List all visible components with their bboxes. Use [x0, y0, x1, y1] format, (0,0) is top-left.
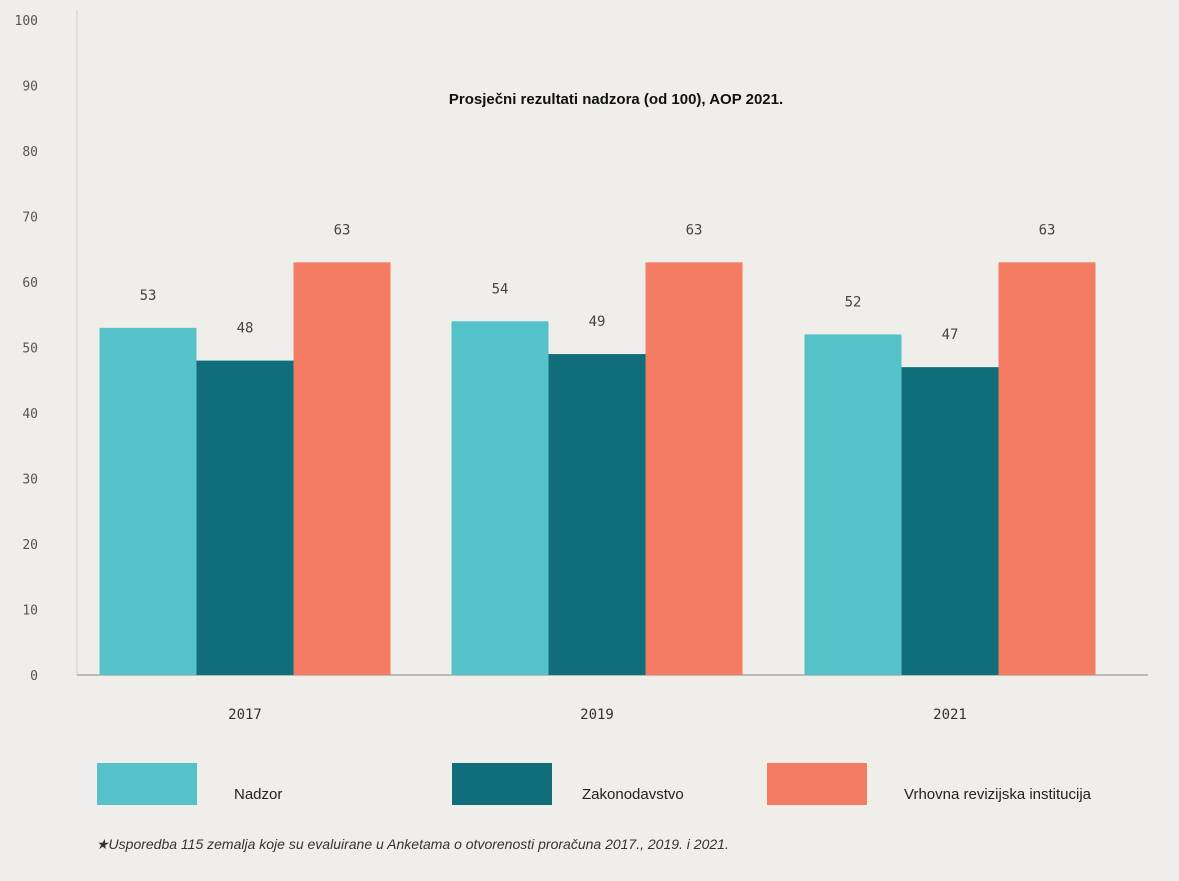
bar: [99, 327, 197, 675]
bar: [998, 262, 1096, 675]
y-tick-label: 0: [30, 669, 38, 684]
legend-label: Zakonodavstvo: [582, 786, 684, 803]
data-label: 63: [1039, 222, 1056, 238]
bar: [645, 262, 743, 675]
bar: [451, 321, 549, 675]
data-label: 52: [845, 294, 862, 310]
legend-label: Nadzor: [234, 786, 283, 803]
footnote: ★Usporedba 115 zemalja koje su evaluiran…: [96, 836, 729, 852]
data-label: 48: [237, 321, 254, 337]
y-tick-label: 100: [15, 14, 38, 29]
bar: [548, 354, 646, 675]
data-label: 63: [334, 222, 351, 238]
data-label: 53: [140, 288, 157, 304]
y-tick-label: 80: [22, 145, 38, 160]
chart-title: Prosječni rezultati nadzora (od 100), AO…: [448, 91, 784, 108]
legend-label: Vrhovna revizijska institucija: [904, 786, 1092, 803]
legend-swatch: [452, 763, 552, 805]
bar: [196, 360, 294, 675]
data-label: 47: [942, 327, 959, 343]
data-label: 49: [589, 314, 606, 330]
chart-bars: [99, 262, 1096, 675]
data-label: 63: [686, 222, 703, 238]
y-tick-label: 70: [22, 211, 38, 226]
x-tick-label: 2021: [933, 707, 967, 723]
chart-labels: 53 48 63 2017 54 49 63 2019 52 47 63 2021: [140, 222, 1056, 723]
bar: [293, 262, 391, 675]
y-tick-label: 60: [22, 276, 38, 291]
x-tick-label: 2019: [580, 707, 614, 723]
y-tick-label: 30: [22, 473, 38, 488]
bar: [804, 334, 902, 675]
y-tick-label: 10: [22, 604, 38, 619]
legend-swatch: [97, 763, 197, 805]
y-tick-label: 90: [22, 80, 38, 95]
data-label: 54: [492, 281, 509, 297]
y-tick-label: 50: [22, 342, 38, 357]
bar: [901, 367, 999, 675]
x-tick-label: 2017: [228, 707, 262, 723]
bar-chart: 0 10 20 30 40 50 60 70 80 90 100 53 48 63 2017 54 49 63 2…: [15, 10, 1148, 723]
y-tick-label: 20: [22, 538, 38, 553]
legend-swatch: [767, 763, 867, 805]
y-tick-label: 40: [22, 407, 38, 422]
